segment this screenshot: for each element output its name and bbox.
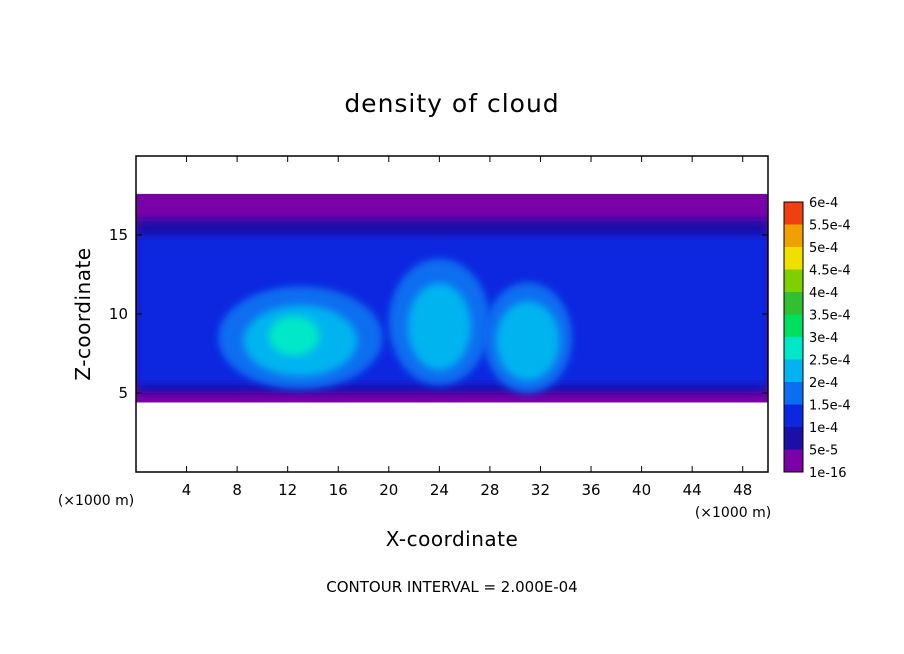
colorbar-swatch <box>784 404 803 427</box>
y-tick-label: 15 <box>109 226 128 244</box>
colorbar-swatch <box>784 337 803 360</box>
colorbar-swatch <box>784 224 803 247</box>
chart-title: density of cloud <box>344 89 559 118</box>
x-tick-label: 48 <box>733 481 752 499</box>
x-tick-label: 24 <box>430 481 449 499</box>
x-axis: 4 8 12 16 20 24 28 32 36 40 44 48 <box>182 156 752 499</box>
y-tick-label: 5 <box>118 384 128 402</box>
x-axis-title: X-coordinate <box>386 527 519 551</box>
x-tick-label: 4 <box>182 481 192 499</box>
colorbar-label: 1.5e-4 <box>809 399 851 414</box>
colorbar-swatch <box>784 427 803 450</box>
colorbar-frame <box>783 201 804 473</box>
colorbar-label: 2.5e-4 <box>809 354 851 369</box>
colorbar-label: 4e-4 <box>809 286 838 301</box>
density-region <box>268 316 320 356</box>
colorbar-label: 1e-16 <box>809 466 847 481</box>
x-axis-unit: (×1000 m) <box>695 505 771 521</box>
colorbar-label: 3.5e-4 <box>809 309 851 324</box>
x-tick-label: 40 <box>632 481 651 499</box>
density-region <box>407 283 471 371</box>
colorbar-label: 5e-5 <box>809 444 838 459</box>
colorbar-label: 5e-4 <box>809 241 838 256</box>
colorbar-label: 6e-4 <box>809 196 838 211</box>
colorbar-swatch <box>784 382 803 405</box>
x-tick-label: 28 <box>480 481 499 499</box>
colorbar-label: 4.5e-4 <box>809 264 851 279</box>
x-tick-label: 12 <box>278 481 297 499</box>
contour-interval-label: CONTOUR INTERVAL = 2.000E-04 <box>326 578 577 596</box>
colorbar-swatch <box>784 269 803 292</box>
colorbar-label: 2e-4 <box>809 376 838 391</box>
y-axis-title: Z-coordinate <box>71 247 95 380</box>
x-tick-label: 20 <box>379 481 398 499</box>
x-tick-label: 44 <box>683 481 702 499</box>
x-tick-label: 16 <box>329 481 348 499</box>
colorbar-label: 5.5e-4 <box>809 219 851 234</box>
y-axis-unit: (×1000 m) <box>58 493 134 509</box>
colorbar: 1e-16 5e-5 1e-4 1.5e-4 2e-4 2.5e-4 3e-4 3.5e-4 4… <box>783 196 851 481</box>
colorbar-swatch <box>784 247 803 270</box>
colorbar-swatch <box>784 314 803 337</box>
colorbar-swatch <box>784 449 803 472</box>
colorbar-label: 1e-4 <box>809 421 838 436</box>
colorbar-swatch <box>784 202 803 225</box>
density-region <box>496 301 560 381</box>
y-axis: 5 10 15 <box>109 226 768 402</box>
colorbar-label: 3e-4 <box>809 331 838 346</box>
x-tick-label: 32 <box>531 481 550 499</box>
x-tick-label: 36 <box>581 481 600 499</box>
colorbar-swatch <box>784 292 803 315</box>
colorbar-swatch <box>784 359 803 382</box>
y-tick-label: 10 <box>109 305 128 323</box>
x-tick-label: 8 <box>232 481 242 499</box>
density-field <box>136 193 768 403</box>
